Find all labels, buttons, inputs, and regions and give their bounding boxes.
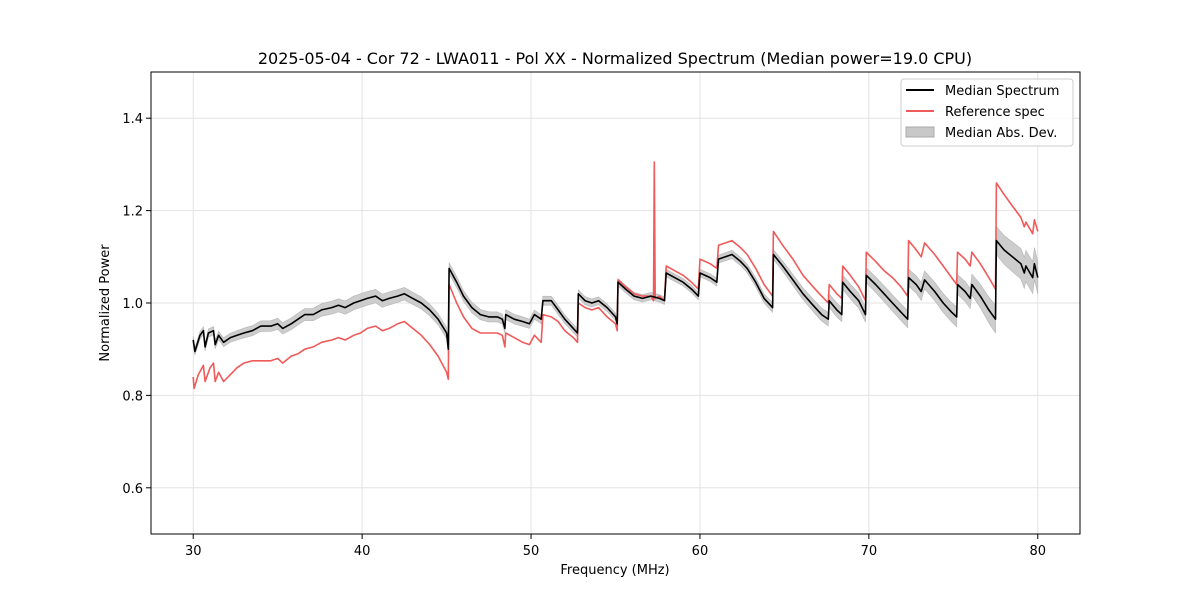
y-tick-label: 1.4: [122, 112, 143, 127]
x-tick-label: 60: [692, 544, 709, 559]
mad-band: [192, 225, 1039, 356]
legend-box: [900, 78, 1074, 147]
legend-label-median: Median Spectrum: [945, 84, 1059, 99]
x-tick-label: 30: [185, 544, 202, 559]
x-tick-label: 80: [1029, 544, 1046, 559]
x-axis-ticks: 30 40 50 60 70 80: [185, 534, 1046, 559]
x-tick-label: 40: [354, 544, 371, 559]
y-axis-ticks: 0.6 0.8 1.0 1.2 1.4: [122, 112, 151, 497]
legend-swatch-mad: [905, 126, 935, 138]
y-tick-label: 1.2: [122, 205, 143, 220]
x-tick-label: 50: [523, 544, 540, 559]
median-spectrum-line: [192, 239, 1039, 353]
y-axis-title: Normalized Power: [98, 244, 113, 362]
y-tick-label: 0.8: [122, 389, 143, 404]
legend-label-mad: Median Abs. Dev.: [945, 126, 1057, 141]
legend-label-reference: Reference spec: [945, 105, 1045, 120]
chart-title: 2025-05-04 - Cor 72 - LWA011 - Pol XX - …: [258, 49, 972, 68]
reference-spectrum-line: [192, 161, 1039, 390]
x-tick-label: 70: [861, 544, 878, 559]
y-tick-label: 0.6: [122, 482, 143, 497]
legend: Median Spectrum Reference spec Median Ab…: [900, 78, 1074, 147]
mad-band-layer: [192, 225, 1039, 356]
median-spectrum-layer: [192, 239, 1039, 353]
y-tick-label: 1.0: [122, 297, 143, 312]
x-axis-title: Frequency (MHz): [560, 563, 669, 578]
reference-spectrum-layer: [192, 161, 1039, 390]
